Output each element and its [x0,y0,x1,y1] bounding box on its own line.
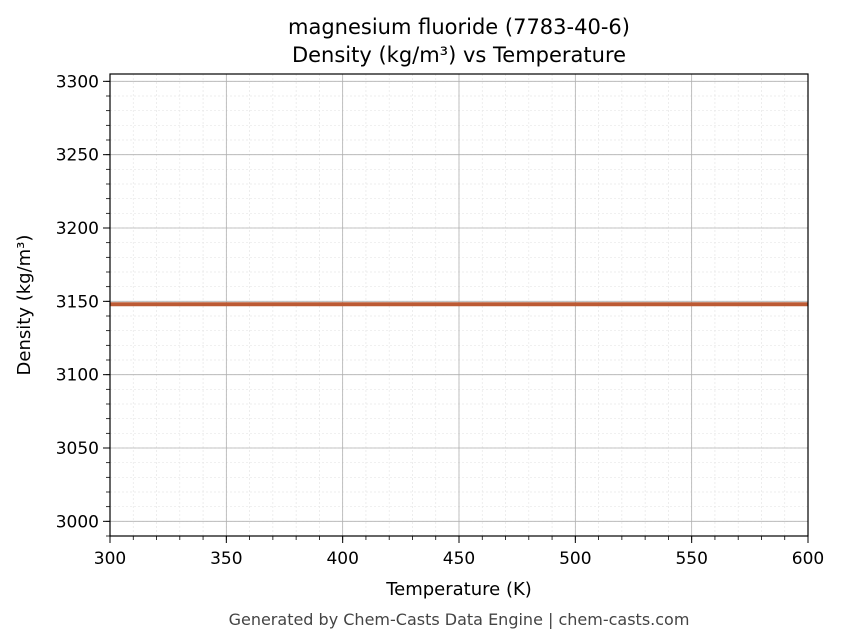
x-tick-label: 350 [210,549,242,569]
y-tick-label: 3300 [56,72,99,92]
y-tick-label: 3200 [56,219,99,239]
y-tick-label: 3150 [56,292,99,312]
y-tick-label: 3000 [56,512,99,532]
x-axis-label: Temperature (K) [385,579,532,600]
y-tick-label: 3100 [56,366,99,386]
chart-subtitle: Density (kg/m³) vs Temperature [292,43,626,67]
chart-title: magnesium fluoride (7783-40-6) [288,15,630,39]
footer-credit: Generated by Chem-Casts Data Engine | ch… [229,610,690,629]
axis-ticks [103,80,809,543]
x-tick-label: 500 [559,549,591,569]
x-tick-label: 300 [94,549,126,569]
x-tick-label: 400 [326,549,358,569]
y-axis-label: Density (kg/m³) [14,235,35,376]
x-tick-labels: 300 350 400 450 500 550 600 [94,549,824,569]
y-tick-label: 3050 [56,439,99,459]
y-tick-label: 3250 [56,146,99,166]
x-tick-label: 450 [443,549,475,569]
x-tick-label: 600 [792,549,824,569]
y-tick-labels: 3000 3050 3100 3150 3200 3250 3300 [56,72,99,532]
x-tick-label: 550 [675,549,707,569]
